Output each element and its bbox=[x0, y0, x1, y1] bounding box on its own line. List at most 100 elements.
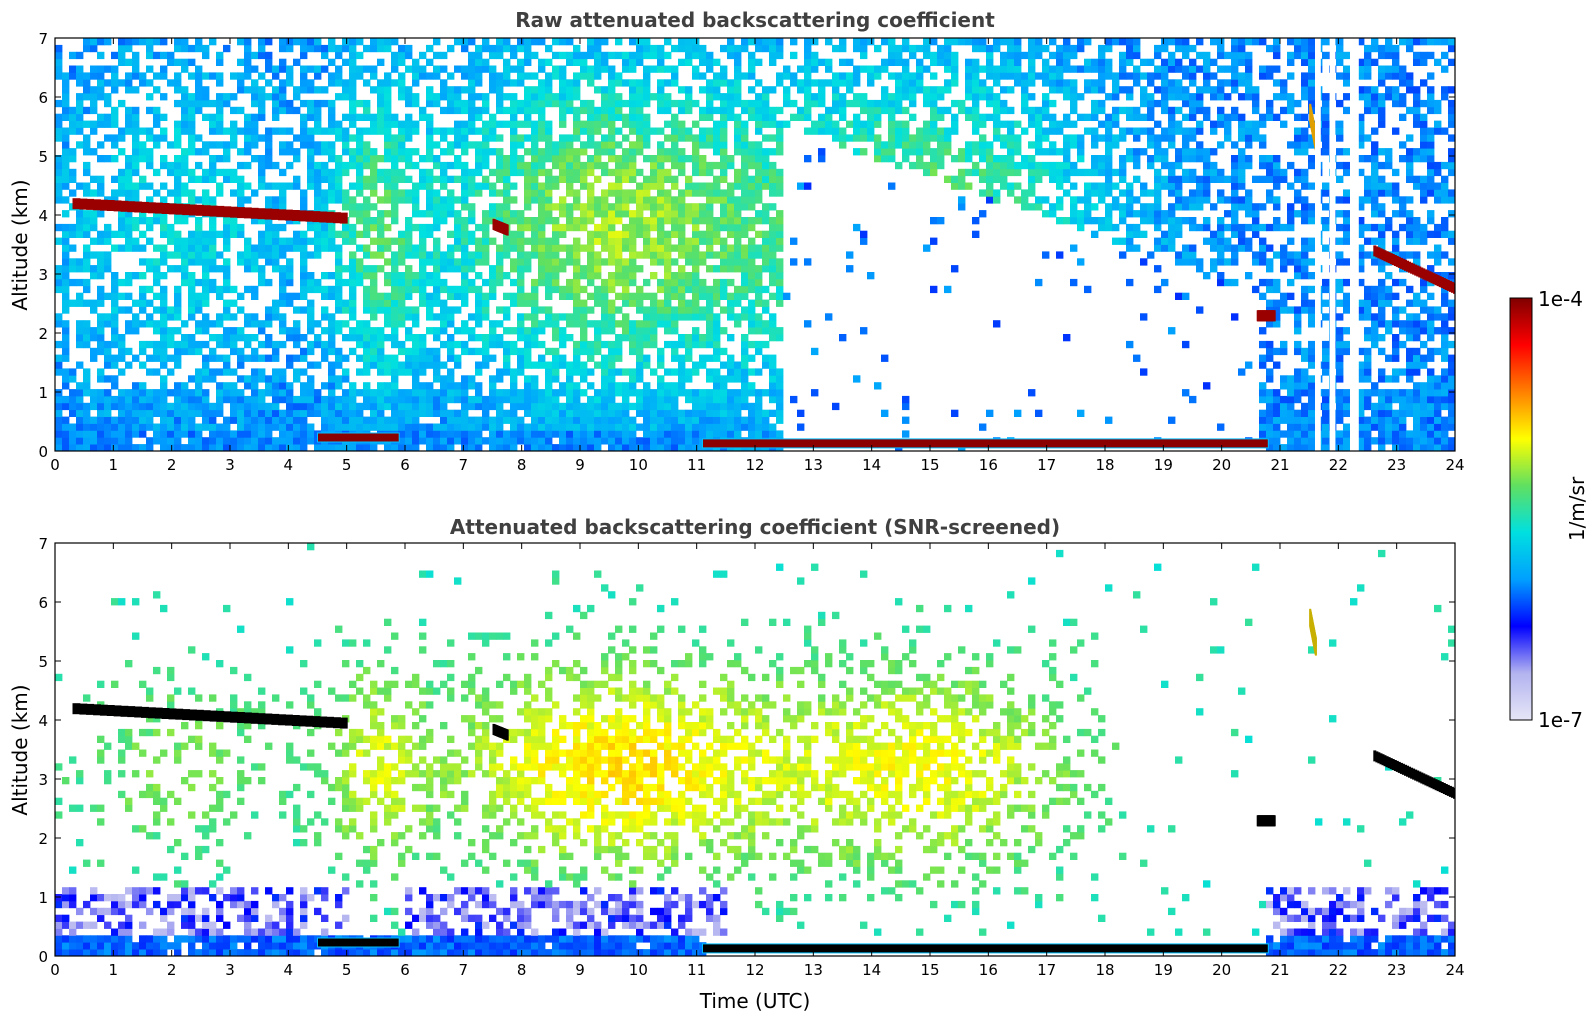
heatmap-cell bbox=[125, 402, 133, 411]
heatmap-cell bbox=[398, 79, 406, 87]
heatmap-cell bbox=[377, 86, 385, 94]
heatmap-cell bbox=[321, 44, 329, 53]
heatmap-cell bbox=[426, 389, 434, 397]
heatmap-cell bbox=[1028, 93, 1036, 101]
heatmap-cell bbox=[244, 416, 252, 424]
heatmap-cell bbox=[615, 106, 623, 115]
heatmap-cell bbox=[447, 423, 455, 431]
heatmap-cell bbox=[62, 265, 70, 273]
heatmap-cell bbox=[615, 127, 623, 135]
heatmap-cell bbox=[552, 99, 560, 108]
heatmap-cell bbox=[300, 278, 308, 287]
heatmap-cell bbox=[727, 93, 735, 101]
heatmap-cell bbox=[482, 141, 490, 149]
heatmap-cell bbox=[62, 141, 70, 149]
heatmap-cell bbox=[139, 258, 147, 266]
heatmap-cell bbox=[923, 148, 931, 156]
heatmap-cell bbox=[391, 203, 399, 211]
heatmap-cell bbox=[335, 189, 343, 197]
heatmap-cell bbox=[118, 127, 126, 135]
heatmap-cell bbox=[755, 409, 763, 417]
heatmap-cell bbox=[622, 155, 630, 163]
heatmap-cell bbox=[615, 175, 623, 183]
heatmap-cell bbox=[90, 306, 98, 314]
heatmap-cell bbox=[209, 402, 217, 411]
heatmap-cell bbox=[202, 354, 210, 362]
heatmap-cell bbox=[391, 168, 399, 177]
heatmap-cell bbox=[125, 161, 133, 170]
heatmap-cell bbox=[636, 168, 644, 177]
heatmap-cell bbox=[650, 93, 658, 101]
heatmap-cell bbox=[594, 44, 602, 53]
heatmap-cell bbox=[552, 409, 560, 417]
heatmap-cell bbox=[160, 155, 168, 163]
heatmap-cell bbox=[216, 189, 224, 197]
heatmap-cell bbox=[664, 93, 672, 101]
heatmap-cell bbox=[272, 347, 280, 356]
heatmap-cell bbox=[671, 113, 679, 121]
heatmap-cell bbox=[398, 389, 406, 397]
heatmap-cell bbox=[223, 223, 231, 232]
heatmap-cell bbox=[1077, 258, 1085, 266]
heatmap-cell bbox=[216, 113, 224, 121]
heatmap-cell bbox=[216, 382, 224, 390]
heatmap-cell bbox=[839, 134, 847, 142]
heatmap-cell bbox=[447, 196, 455, 204]
heatmap-cell bbox=[706, 320, 714, 328]
heatmap-cell bbox=[1098, 65, 1106, 73]
heatmap-cell bbox=[426, 402, 434, 411]
heatmap-cell bbox=[790, 395, 798, 404]
heatmap-cell bbox=[125, 38, 133, 46]
heatmap-cell bbox=[188, 106, 196, 115]
heatmap-cell bbox=[300, 354, 308, 362]
heatmap-cell bbox=[986, 99, 994, 108]
heatmap-cell bbox=[104, 402, 112, 411]
heatmap-cell bbox=[195, 244, 203, 252]
heatmap-cell bbox=[216, 182, 224, 190]
heatmap-cell bbox=[496, 320, 504, 328]
heatmap-cell bbox=[622, 437, 630, 445]
heatmap-cell bbox=[244, 423, 252, 431]
heatmap-cell bbox=[1042, 58, 1050, 66]
heatmap-cell bbox=[601, 58, 609, 66]
heatmap-cell bbox=[384, 182, 392, 190]
heatmap-cell bbox=[461, 182, 469, 190]
heatmap-cell bbox=[69, 51, 77, 60]
heatmap-cell bbox=[853, 44, 861, 53]
heatmap-cell bbox=[307, 44, 315, 53]
heatmap-cell bbox=[356, 320, 364, 328]
heatmap-cell bbox=[503, 196, 511, 204]
heatmap-cell bbox=[622, 258, 630, 266]
heatmap-cell bbox=[993, 106, 1001, 115]
heatmap-cell bbox=[132, 161, 140, 170]
heatmap-cell bbox=[580, 444, 588, 451]
heatmap-cell bbox=[524, 389, 532, 397]
heatmap-cell bbox=[118, 423, 126, 431]
heatmap-cell bbox=[692, 99, 700, 108]
heatmap-cell bbox=[1056, 86, 1064, 94]
heatmap-cell bbox=[531, 237, 539, 245]
heatmap-cell bbox=[923, 141, 931, 149]
heatmap-cell bbox=[482, 65, 490, 73]
heatmap-cell bbox=[517, 65, 525, 73]
heatmap-cell bbox=[776, 106, 784, 115]
heatmap-cell bbox=[720, 155, 728, 163]
heatmap-cell bbox=[167, 161, 175, 170]
heatmap-cell bbox=[1098, 99, 1106, 108]
heatmap-cell bbox=[461, 320, 469, 328]
heatmap-cell bbox=[286, 299, 294, 307]
heatmap-cell bbox=[839, 44, 847, 53]
heatmap-cell bbox=[139, 79, 147, 87]
heatmap-cell bbox=[643, 182, 651, 190]
heatmap-cell bbox=[769, 278, 777, 287]
heatmap-cell bbox=[76, 395, 84, 404]
heatmap-cell bbox=[244, 313, 252, 321]
heatmap-cell bbox=[335, 395, 343, 404]
heatmap-cell bbox=[265, 375, 273, 383]
heatmap-cell bbox=[636, 292, 644, 300]
heatmap-cell bbox=[979, 38, 987, 46]
heatmap-cell bbox=[83, 437, 91, 445]
heatmap-cell bbox=[132, 65, 140, 73]
heatmap-cell bbox=[566, 86, 574, 94]
heatmap-cell bbox=[776, 389, 784, 397]
